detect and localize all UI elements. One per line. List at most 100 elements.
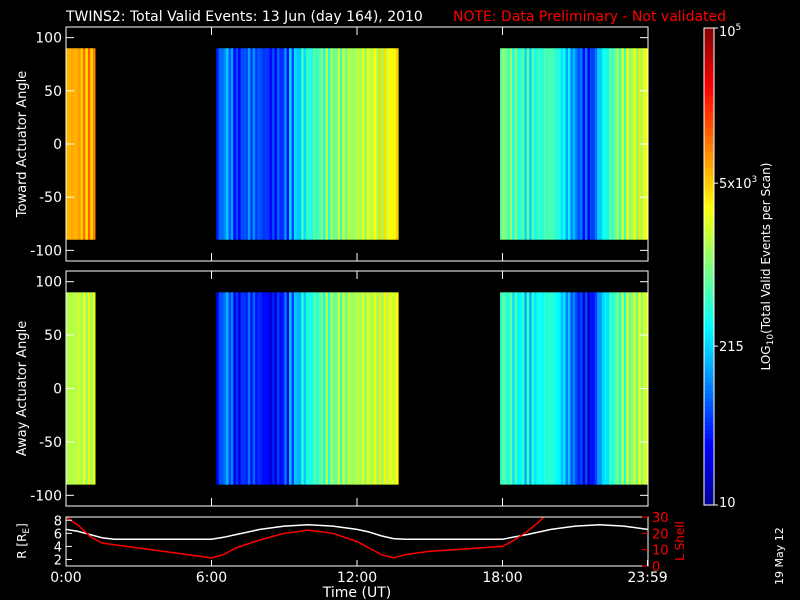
heatmap-cell — [565, 48, 569, 240]
colorbar-band — [704, 254, 714, 260]
right-y-axis-label: L Shell — [673, 521, 687, 561]
heatmap-cell — [507, 292, 511, 485]
heatmap-cell — [383, 292, 387, 485]
colorbar-band — [704, 230, 714, 236]
heatmap-cell — [228, 48, 232, 240]
heatmap-cell — [359, 48, 363, 240]
heatmap-cell — [238, 292, 241, 485]
heatmap-cell — [570, 48, 574, 240]
heatmap-cell — [354, 292, 358, 485]
heatmap-cell — [335, 292, 338, 485]
heatmap-cell — [563, 48, 566, 240]
colorbar-band — [704, 365, 714, 371]
colorbar-label: LOG10(Total Valid Events per Scan) — [759, 163, 776, 371]
heatmap-cell — [332, 292, 336, 485]
heatmap-cell — [611, 48, 615, 240]
colorbar-band — [704, 115, 714, 120]
heatmap-cell — [240, 292, 244, 485]
heatmap-cell — [546, 292, 549, 485]
heatmap-cell — [543, 292, 547, 485]
heatmap-cell — [281, 292, 285, 485]
heatmap-cell — [306, 48, 309, 240]
heatmap-cell — [352, 48, 355, 240]
generation-date: 19 May 12 — [773, 527, 786, 585]
heatmap-cell — [281, 48, 285, 240]
colorbar-band — [704, 234, 714, 240]
colorbar-band — [704, 35, 714, 41]
colorbar-frame — [703, 27, 715, 506]
heatmap-cell — [218, 48, 222, 240]
colorbar-band — [704, 119, 714, 124]
colorbar-tick-label-base: 10 — [719, 496, 736, 511]
heatmap-cell — [301, 292, 305, 485]
heatmap-cell — [395, 292, 399, 485]
heatmap-cell — [230, 48, 234, 240]
left-y-axis-label-subscript: E — [22, 528, 32, 534]
heatmap-cell — [364, 48, 368, 240]
colorbar-band — [704, 441, 714, 446]
heatmap-cell — [606, 48, 610, 240]
x-tick-label: 6:00 — [196, 570, 227, 586]
heatmap-cell — [526, 48, 530, 240]
heatmap-cell — [75, 48, 79, 240]
colorbar-band — [704, 107, 714, 112]
colorbar-band — [704, 357, 714, 363]
colorbar-band — [704, 39, 714, 45]
heatmap-cell — [216, 48, 220, 240]
heatmap-cell — [361, 48, 365, 240]
colorbar-tick-label: 5x103 — [719, 175, 757, 192]
heatmap-cell — [369, 48, 372, 240]
left-y-axis-label: R [RE] — [15, 523, 32, 559]
colorbar-band — [704, 135, 714, 140]
colorbar-band — [704, 262, 714, 267]
colorbar-band — [704, 389, 714, 395]
heatmap-cell — [621, 48, 625, 240]
colorbar-band — [704, 393, 714, 399]
heatmap-cell — [361, 292, 365, 485]
heatmap-cell — [381, 292, 385, 485]
heatmap-cell — [587, 292, 591, 485]
heatmap-cell — [352, 292, 355, 485]
heatmap-cell — [548, 292, 552, 485]
heatmap-cell — [247, 292, 251, 485]
heatmap-cell — [262, 292, 266, 485]
colorbar-band — [704, 270, 714, 275]
y-tick-label: -50 — [39, 190, 62, 206]
heatmap-cell — [514, 48, 518, 240]
colorbar-band — [704, 43, 714, 49]
y-tick-label: 100 — [35, 275, 62, 291]
heatmap-cell — [218, 292, 222, 485]
heatmap-cell — [73, 292, 77, 485]
heatmap-cell — [575, 292, 579, 485]
heatmap-cell — [521, 48, 525, 240]
y-tick-label: 2 — [54, 553, 62, 568]
heatmap-cell — [235, 48, 239, 240]
heatmap-cell — [313, 48, 317, 240]
heatmap-cell — [626, 292, 630, 485]
heatmap-cell — [298, 292, 302, 485]
heatmap-cell — [517, 48, 520, 240]
colorbar-band — [704, 437, 714, 442]
heatmap-cell — [509, 48, 513, 240]
heatmap-cell — [500, 292, 503, 485]
heatmap-cell — [87, 292, 91, 485]
heatmap-cell — [243, 48, 246, 240]
colorbar-tick-label-base: 10 — [719, 25, 736, 40]
heatmap-cell — [245, 48, 249, 240]
colorbar-tick-label: 215 — [719, 340, 744, 355]
colorbar-band — [704, 258, 714, 264]
heatmap-cell — [584, 292, 588, 485]
colorbar-band — [704, 501, 714, 506]
colorbar-label-prefix: LOG — [759, 345, 773, 370]
heatmap-cell — [502, 48, 506, 240]
heatmap-cell — [512, 48, 516, 240]
lshell-series-line — [66, 517, 545, 559]
heatmap-cell — [279, 48, 283, 240]
heatmap-cell — [284, 292, 288, 485]
colorbar-tick-label-base: 5x10 — [719, 177, 752, 192]
heatmap-cell — [524, 292, 528, 485]
colorbar-band — [704, 397, 714, 403]
y-tick-label: 0 — [53, 137, 62, 153]
